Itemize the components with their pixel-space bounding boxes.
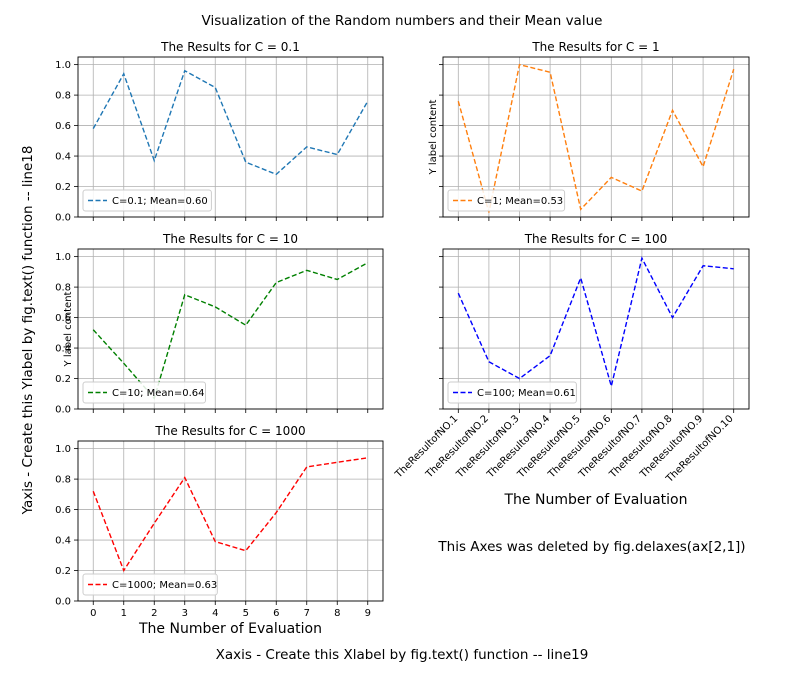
y-tick-label: 1.0 bbox=[55, 252, 71, 263]
legend-label: C=0.1; Mean=0.60 bbox=[112, 196, 208, 207]
x-axis-label: The Number of Evaluation bbox=[138, 621, 322, 637]
x-tick-label: 1 bbox=[121, 608, 127, 619]
series-line bbox=[92, 69, 369, 176]
legend-box bbox=[82, 573, 218, 596]
series-line bbox=[92, 262, 369, 400]
subplot-2: The Results for C = 1 Y label content C=1;… bbox=[428, 40, 750, 221]
legend-box bbox=[447, 189, 566, 212]
subplot-title: The Results for C = 10 bbox=[162, 232, 298, 246]
figure-supylabel: Yaxis - Create this Ylabel by fig.text()… bbox=[20, 146, 36, 516]
legend-label: C=10; Mean=0.64 bbox=[112, 388, 205, 399]
deleted-axes-note: This Axes was deleted by fig.delaxes(ax[… bbox=[437, 539, 745, 555]
x-tick-label: 5 bbox=[243, 608, 249, 619]
series-line bbox=[92, 457, 368, 573]
y-tick-label: 0.8 bbox=[55, 283, 71, 294]
y-tick-label: 1.0 bbox=[55, 60, 71, 71]
y-tick-label: 0.6 bbox=[55, 505, 71, 516]
legend: C=1; Mean=0.53 bbox=[447, 189, 566, 212]
legend: C=0.1; Mean=0.60 bbox=[82, 189, 212, 212]
legend: C=1000; Mean=0.63 bbox=[82, 573, 218, 596]
subplot-title: The Results for C = 0.1 bbox=[160, 40, 300, 54]
y-tick-label: 0.4 bbox=[55, 344, 71, 355]
x-tick-label: 0 bbox=[90, 608, 96, 619]
y-axis-label: Y label content bbox=[63, 291, 74, 367]
axes-frame bbox=[77, 56, 384, 218]
axes-frame bbox=[442, 248, 750, 410]
grid bbox=[443, 57, 749, 218]
x-tick-label: 7 bbox=[304, 608, 310, 619]
subplot-5: 0.0 0.2 0.4 0.6 0.8 1.0 0 1 2 3 4 5 6 7 8 9 The Results … bbox=[55, 424, 384, 637]
x-tick-label: 3 bbox=[182, 608, 188, 619]
y-tick-label: 0.2 bbox=[55, 182, 71, 193]
y-tick-label: 0.4 bbox=[55, 152, 71, 163]
subplot-1: 0.0 0.2 0.4 0.6 0.8 1.0 The Results for C = 0.… bbox=[55, 40, 384, 224]
axes-frame bbox=[77, 440, 384, 602]
subplot-title: The Results for C = 1000 bbox=[154, 424, 305, 438]
x-tick-label: 8 bbox=[334, 608, 340, 619]
figure-suptitle: Visualization of the Random numbers and … bbox=[202, 13, 603, 29]
y-tick-label: 0.8 bbox=[55, 91, 71, 102]
legend-box bbox=[82, 189, 212, 212]
y-tick-label: 0.0 bbox=[55, 405, 71, 416]
subplot-4: TheResultofNO.1TheResultofNO.2TheResulto… bbox=[393, 232, 750, 508]
x-tick-label: 6 bbox=[273, 608, 279, 619]
legend: C=100; Mean=0.61 bbox=[447, 381, 577, 404]
subplot-3: 0.0 0.2 0.4 0.6 0.8 1.0 The Results for C = 10… bbox=[55, 232, 384, 416]
subplot-title: The Results for C = 1 bbox=[531, 40, 659, 54]
x-tick-label: 9 bbox=[365, 608, 371, 619]
x-axis-label: The Number of Evaluation bbox=[504, 492, 688, 508]
legend-box bbox=[82, 381, 206, 404]
y-tick-label: 0.0 bbox=[55, 597, 71, 608]
x-tick-label: 2 bbox=[151, 608, 157, 619]
legend-label: C=1; Mean=0.53 bbox=[477, 196, 563, 207]
y-tick-label: 1.0 bbox=[55, 444, 71, 455]
axes-frame bbox=[77, 248, 384, 410]
y-tick-label: 0.0 bbox=[55, 213, 71, 224]
axes-frame bbox=[442, 56, 750, 218]
legend-label: C=100; Mean=0.61 bbox=[477, 388, 576, 399]
y-tick-label: 0.6 bbox=[55, 121, 71, 132]
legend-label: C=1000; Mean=0.63 bbox=[112, 580, 217, 591]
y-tick-label: 0.6 bbox=[55, 313, 71, 324]
series-line bbox=[457, 63, 735, 213]
subplot-title: The Results for C = 100 bbox=[524, 232, 668, 246]
y-tick-label: 0.2 bbox=[55, 374, 71, 385]
y-tick-label: 0.4 bbox=[55, 536, 71, 547]
y-tick-label: 0.2 bbox=[55, 566, 71, 577]
y-axis-label: Y label content bbox=[428, 99, 439, 175]
y-tick-label: 0.8 bbox=[55, 475, 71, 486]
figure-supxlabel: Xaxis - Create this Xlabel by fig.text()… bbox=[216, 647, 589, 663]
series-line bbox=[457, 256, 734, 389]
legend: C=10; Mean=0.64 bbox=[82, 381, 206, 404]
legend-box bbox=[447, 381, 577, 404]
x-tick-label: 4 bbox=[212, 608, 218, 619]
